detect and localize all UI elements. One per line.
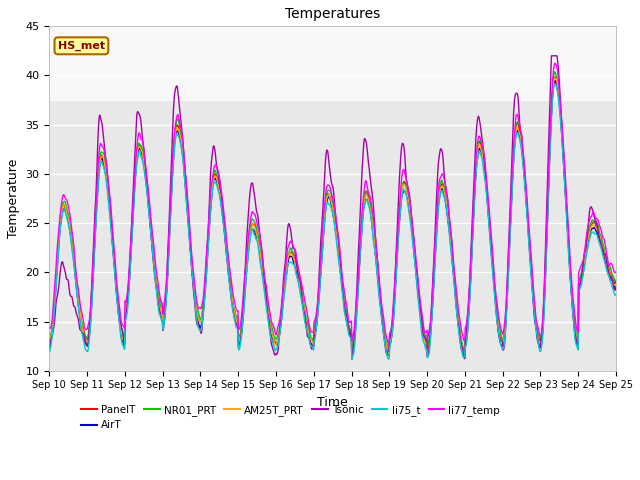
Tsonic bbox=[348, 357, 356, 362]
AirT bbox=[172, 133, 179, 139]
AirT bbox=[235, 342, 243, 348]
Legend: PanelT, AirT, NR01_PRT, AM25T_PRT, Tsonic, li75_t, li77_temp: PanelT, AirT, NR01_PRT, AM25T_PRT, Tsoni… bbox=[77, 401, 504, 434]
PanelT bbox=[552, 74, 559, 80]
Tsonic bbox=[545, 126, 553, 132]
Y-axis label: Temperature: Temperature bbox=[7, 159, 20, 238]
NR01_PRT bbox=[45, 337, 53, 343]
Tsonic bbox=[612, 284, 620, 290]
Line: AirT: AirT bbox=[49, 80, 616, 357]
li77_temp bbox=[421, 330, 429, 336]
Tsonic bbox=[45, 342, 53, 348]
Bar bbox=[49, 26, 616, 100]
li75_t bbox=[612, 292, 620, 298]
li75_t bbox=[45, 349, 53, 355]
Tsonic bbox=[495, 332, 503, 337]
li75_t bbox=[495, 333, 503, 339]
li77_temp bbox=[385, 342, 393, 348]
AM25T_PRT bbox=[612, 281, 620, 287]
Tsonic bbox=[421, 335, 429, 341]
PanelT bbox=[545, 164, 553, 170]
AirT bbox=[495, 334, 503, 339]
li77_temp bbox=[612, 269, 620, 275]
PanelT bbox=[235, 338, 243, 344]
NR01_PRT bbox=[495, 324, 503, 330]
AM25T_PRT bbox=[421, 339, 429, 345]
NR01_PRT bbox=[421, 332, 429, 338]
X-axis label: Time: Time bbox=[317, 396, 348, 409]
Line: Tsonic: Tsonic bbox=[49, 56, 616, 360]
Tsonic bbox=[172, 87, 179, 93]
AM25T_PRT bbox=[495, 329, 503, 335]
NR01_PRT bbox=[545, 161, 553, 167]
li77_temp bbox=[235, 327, 243, 333]
li75_t bbox=[157, 317, 165, 323]
li77_temp bbox=[495, 316, 503, 322]
Line: li77_temp: li77_temp bbox=[49, 63, 616, 345]
AirT bbox=[157, 314, 165, 320]
AM25T_PRT bbox=[385, 351, 393, 357]
li75_t bbox=[172, 137, 179, 143]
Tsonic bbox=[548, 53, 556, 59]
PanelT bbox=[45, 337, 53, 343]
NR01_PRT bbox=[612, 278, 620, 284]
Line: AM25T_PRT: AM25T_PRT bbox=[49, 78, 616, 354]
NR01_PRT bbox=[172, 126, 179, 132]
AirT bbox=[612, 287, 620, 293]
PanelT bbox=[157, 310, 165, 315]
AM25T_PRT bbox=[235, 339, 243, 345]
li77_temp bbox=[157, 300, 165, 305]
Title: Temperatures: Temperatures bbox=[285, 7, 380, 21]
li75_t bbox=[545, 171, 553, 177]
PanelT bbox=[421, 335, 429, 341]
NR01_PRT bbox=[551, 69, 559, 75]
Line: li75_t: li75_t bbox=[49, 84, 616, 359]
Tsonic bbox=[157, 317, 165, 323]
Line: PanelT: PanelT bbox=[49, 77, 616, 352]
li75_t bbox=[552, 82, 559, 87]
AirT bbox=[551, 77, 559, 83]
PanelT bbox=[612, 277, 620, 283]
AirT bbox=[461, 354, 468, 360]
PanelT bbox=[495, 324, 503, 330]
Line: NR01_PRT: NR01_PRT bbox=[49, 72, 616, 350]
NR01_PRT bbox=[235, 334, 243, 340]
li75_t bbox=[235, 347, 243, 352]
AirT bbox=[45, 344, 53, 350]
NR01_PRT bbox=[157, 303, 165, 309]
li75_t bbox=[348, 356, 356, 362]
li77_temp bbox=[551, 60, 559, 66]
li77_temp bbox=[172, 122, 179, 128]
NR01_PRT bbox=[348, 347, 356, 353]
li77_temp bbox=[545, 151, 553, 157]
li75_t bbox=[421, 344, 429, 349]
AM25T_PRT bbox=[45, 339, 53, 345]
Tsonic bbox=[235, 344, 243, 349]
AM25T_PRT bbox=[172, 132, 179, 137]
AirT bbox=[421, 336, 429, 342]
AM25T_PRT bbox=[545, 166, 553, 172]
AM25T_PRT bbox=[552, 75, 559, 81]
li77_temp bbox=[45, 324, 53, 330]
AirT bbox=[545, 169, 553, 175]
PanelT bbox=[172, 130, 179, 135]
Text: HS_met: HS_met bbox=[58, 41, 105, 51]
PanelT bbox=[348, 349, 356, 355]
AM25T_PRT bbox=[157, 310, 165, 316]
